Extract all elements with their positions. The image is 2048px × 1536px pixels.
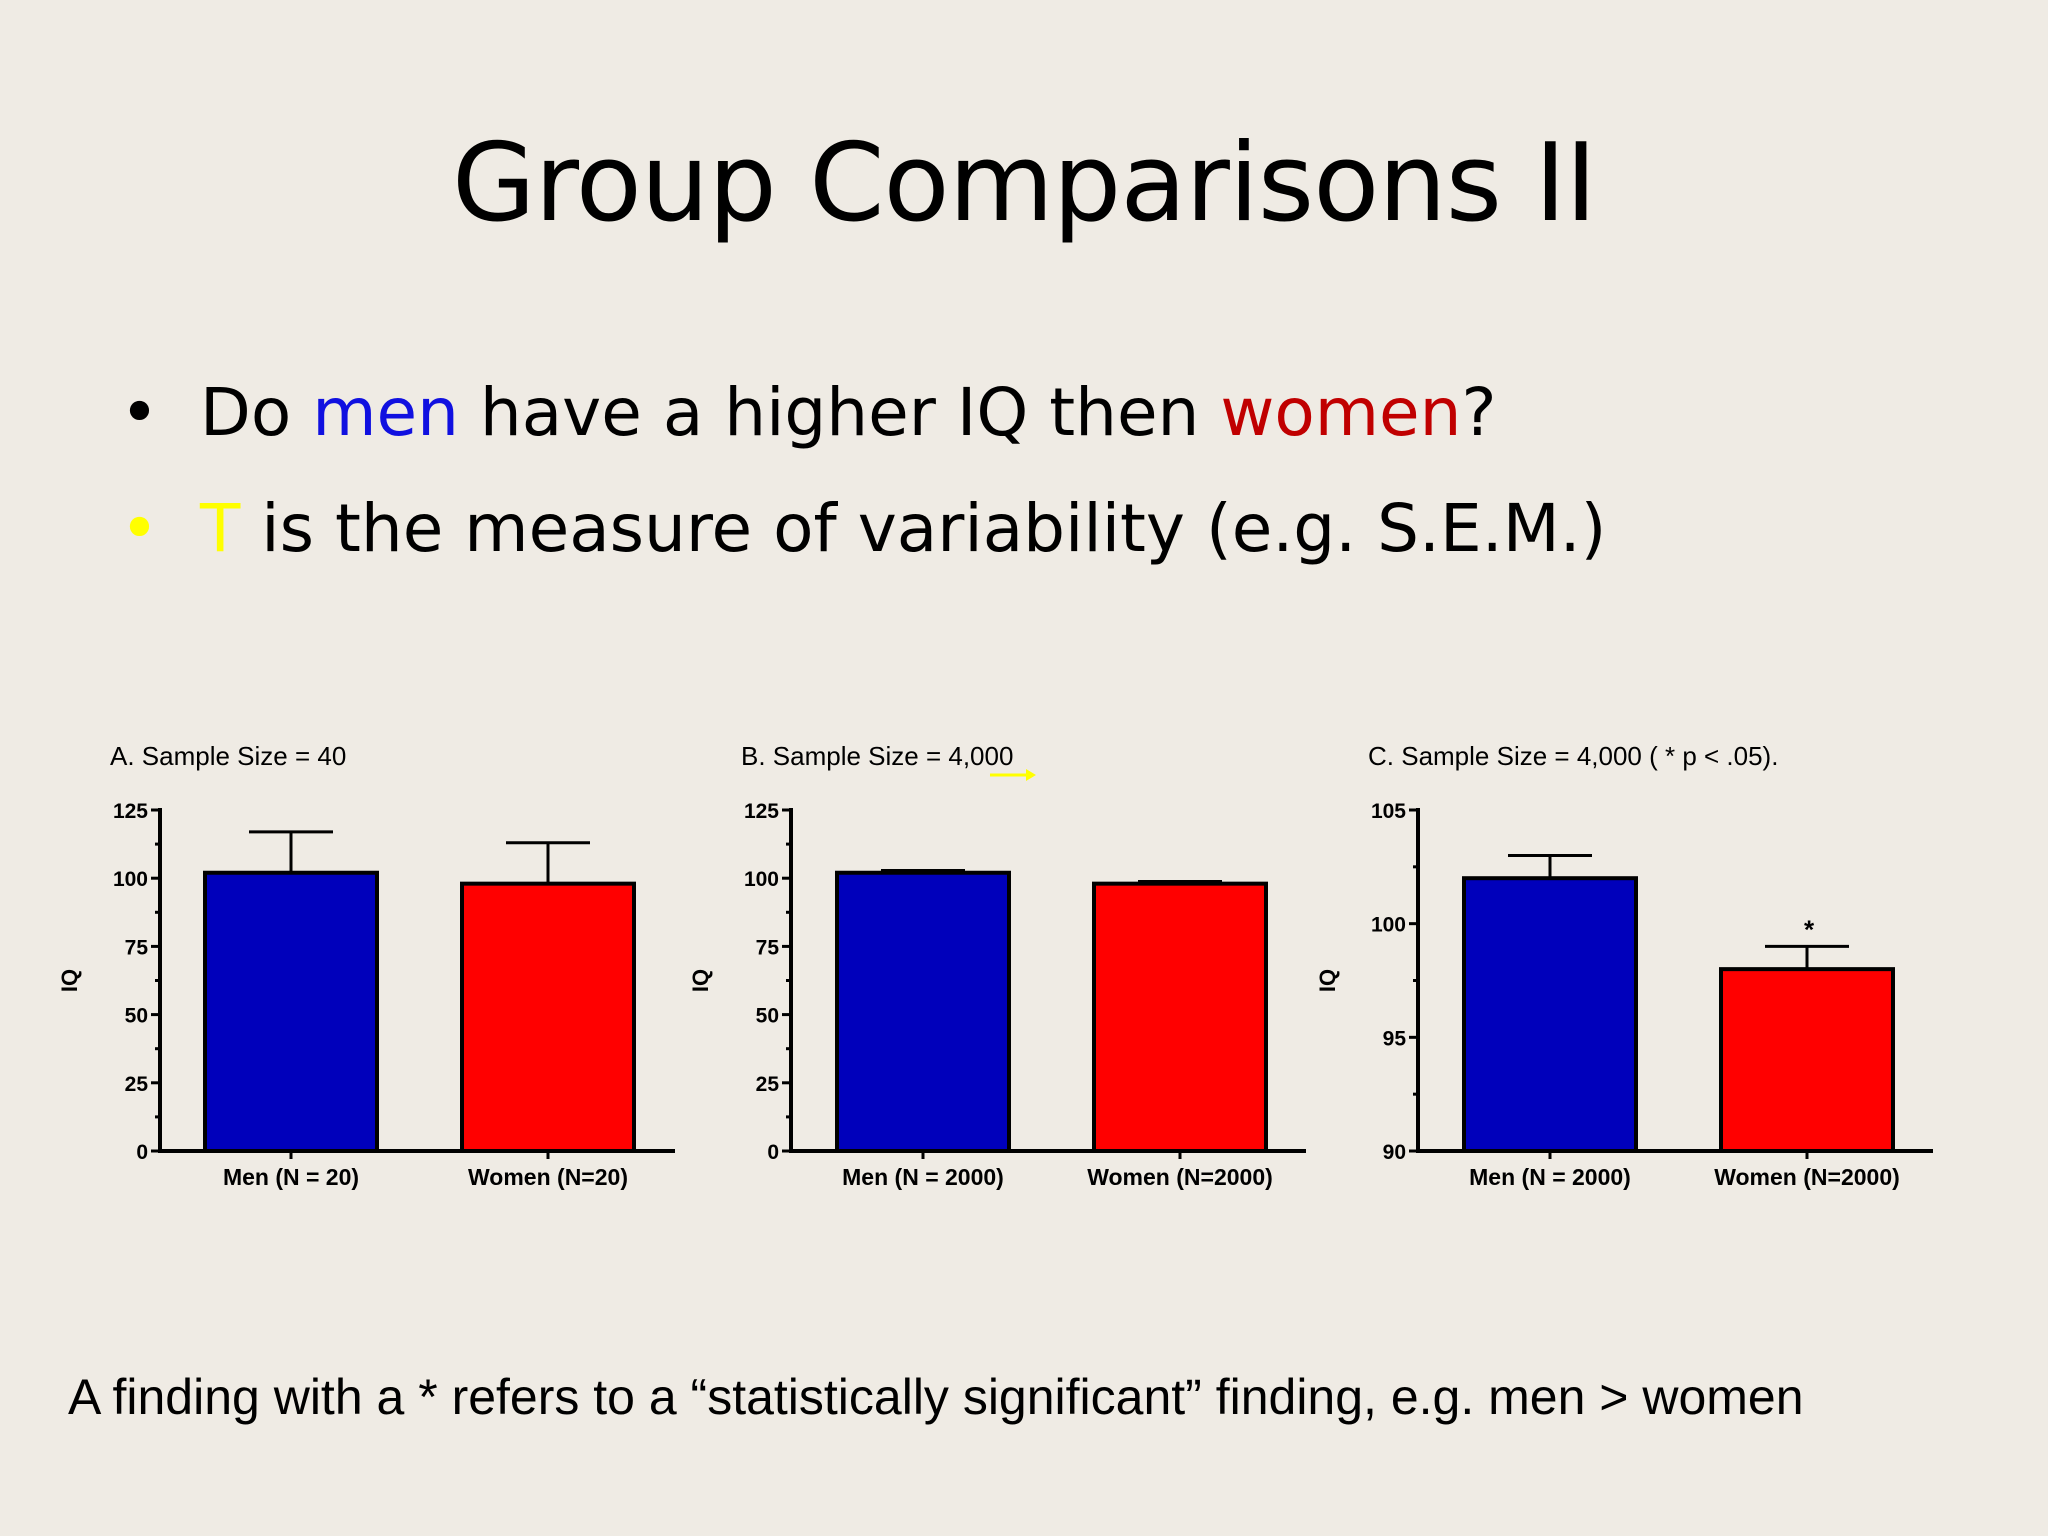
y-tick-label: 0 <box>767 1141 779 1164</box>
y-tick-label: 50 <box>125 1005 148 1028</box>
x-category-label: Women (N=2000) <box>1714 1164 1900 1190</box>
y-tick-label: 100 <box>744 868 779 891</box>
bullet-text-t-symbol: T <box>200 490 241 567</box>
y-tick-label: 75 <box>756 936 780 959</box>
y-tick-label: 125 <box>113 800 148 823</box>
y-axis-label: IQ <box>688 969 713 992</box>
bar-men <box>835 870 1011 1154</box>
x-category-label: Women (N=20) <box>468 1164 628 1190</box>
chart-title: A. Sample Size = 40 <box>110 741 346 771</box>
bullet-marker: • <box>120 374 159 451</box>
footer-note: A finding with a * refers to a “statisti… <box>68 1369 1804 1425</box>
y-tick-label: 75 <box>125 936 149 959</box>
y-tick-label: 50 <box>756 1005 779 1028</box>
y-tick-label: 95 <box>1383 1027 1407 1050</box>
bullet-text-part: have a higher IQ then <box>458 374 1221 451</box>
arrow-annotation-head <box>1026 769 1036 781</box>
significance-marker: * <box>1804 914 1815 944</box>
bullet-text-part: ? <box>1461 374 1497 451</box>
y-tick-label: 0 <box>136 1141 148 1164</box>
y-tick-label: 25 <box>125 1073 149 1096</box>
y-axis-label: IQ <box>1315 969 1340 992</box>
slide-title: Group Comparisons II <box>451 121 1597 246</box>
bar-women <box>460 881 636 1153</box>
bar-women <box>1092 881 1268 1153</box>
y-tick-label: 25 <box>756 1073 780 1096</box>
y-tick-label: 100 <box>113 868 148 891</box>
y-tick-label: 90 <box>1383 1141 1406 1164</box>
y-tick-label: 105 <box>1371 800 1406 823</box>
bar-men <box>203 870 379 1154</box>
y-axis-label: IQ <box>57 969 82 992</box>
x-category-label: Men (N = 20) <box>223 1164 359 1190</box>
bullet-text-part: Do <box>200 374 313 451</box>
y-tick-label: 100 <box>1371 914 1406 937</box>
x-category-label: Men (N = 2000) <box>842 1164 1004 1190</box>
bullet-text: T is the measure of variability (e.g. S.… <box>200 496 1606 562</box>
x-category-label: Women (N=2000) <box>1087 1164 1273 1190</box>
chart-title: C. Sample Size = 4,000 ( * p < .05). <box>1368 741 1778 771</box>
bullet-text: Do men have a higher IQ then women? <box>200 380 1497 446</box>
bullet-marker: • <box>120 490 159 567</box>
bullet-text-women: women <box>1220 374 1462 451</box>
bar-men <box>1462 876 1638 1153</box>
y-tick-label: 125 <box>744 800 779 823</box>
chart-title: B. Sample Size = 4,000 <box>741 741 1013 771</box>
bar-women <box>1719 967 1895 1154</box>
x-category-label: Men (N = 2000) <box>1469 1164 1631 1190</box>
bullet-text-men: men <box>312 374 459 451</box>
bullet-text-part: is the measure of variability (e.g. S.E.… <box>240 490 1607 567</box>
